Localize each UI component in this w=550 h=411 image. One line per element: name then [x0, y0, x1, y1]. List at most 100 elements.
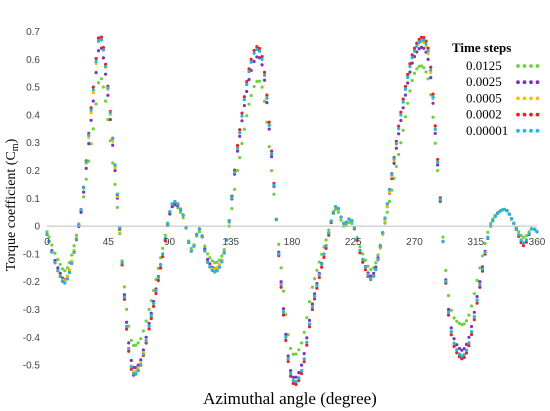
data-point: [392, 161, 396, 166]
data-point: [467, 313, 471, 317]
data-point: [125, 324, 129, 329]
data-point: [203, 249, 207, 253]
data-point: [134, 365, 138, 370]
legend-label: 0.00001: [466, 123, 508, 138]
data-point: [339, 215, 343, 219]
data-point: [457, 352, 462, 356]
data-point: [350, 218, 354, 223]
data-point: [317, 272, 321, 277]
data-point: [291, 381, 295, 386]
data-point: [478, 285, 482, 289]
data-point: [419, 64, 424, 68]
data-point: [217, 258, 222, 262]
data-point: [286, 354, 290, 358]
data-point: [344, 220, 348, 224]
data-point: [297, 376, 301, 380]
data-point: [307, 325, 312, 329]
data-point: [327, 228, 331, 232]
data-point: [47, 240, 51, 244]
data-point: [469, 324, 474, 329]
data-point: [358, 248, 362, 252]
data-point: [255, 55, 259, 59]
data-point: [336, 210, 340, 214]
data-point: [475, 298, 479, 302]
data-point: [240, 119, 244, 123]
data-point: [79, 210, 83, 214]
data-point: [242, 127, 246, 131]
data-point: [452, 344, 456, 348]
data-point: [533, 227, 537, 232]
data-point: [74, 237, 79, 241]
data-point: [436, 160, 440, 164]
data-point: [489, 221, 493, 225]
data-point: [279, 266, 283, 270]
data-point: [197, 230, 202, 234]
data-point: [310, 302, 315, 306]
data-point: [238, 155, 242, 160]
data-point: [401, 97, 405, 101]
data-point: [294, 380, 298, 384]
data-point: [457, 321, 462, 326]
data-point: [374, 267, 378, 272]
data-point: [452, 337, 456, 341]
data-point: [127, 349, 131, 353]
y-tick-label: 0.3: [26, 138, 40, 149]
data-point: [429, 65, 433, 69]
data-point: [467, 335, 471, 339]
data-point: [517, 233, 521, 237]
data-point: [108, 139, 112, 143]
legend-marker: [535, 96, 540, 101]
data-point: [444, 268, 448, 272]
data-point: [363, 258, 368, 262]
data-point: [469, 304, 474, 308]
data-point: [79, 207, 83, 212]
data-point: [233, 187, 237, 192]
data-point: [267, 144, 271, 149]
data-point: [401, 128, 405, 132]
data-point: [192, 244, 196, 248]
data-point: [305, 336, 309, 340]
data-point: [222, 248, 226, 252]
legend-title: Time steps: [452, 40, 511, 55]
data-point: [324, 238, 328, 242]
data-point: [312, 294, 317, 298]
data-point: [312, 292, 317, 296]
data-point: [159, 263, 163, 267]
data-point: [394, 164, 398, 169]
data-point: [99, 35, 104, 39]
data-point: [376, 253, 380, 257]
data-point: [60, 267, 65, 271]
legend-marker: [522, 80, 527, 85]
data-point: [480, 267, 485, 271]
data-point: [91, 91, 95, 95]
data-point: [111, 143, 115, 147]
data-point: [460, 354, 464, 358]
data-point: [284, 338, 288, 343]
data-point: [120, 261, 124, 265]
data-point: [213, 261, 217, 265]
data-point: [252, 84, 256, 89]
data-point: [512, 221, 516, 225]
data-point: [144, 335, 148, 339]
data-point: [99, 38, 104, 42]
data-point: [475, 295, 479, 299]
legend-marker: [529, 128, 533, 133]
data-point: [422, 38, 426, 43]
data-point: [408, 89, 412, 93]
data-point: [235, 168, 240, 173]
y-tick-label: 0.7: [26, 27, 40, 38]
data-point: [235, 143, 240, 148]
data-point: [521, 241, 525, 245]
data-point: [260, 57, 264, 61]
data-point: [376, 257, 380, 261]
data-point: [446, 310, 451, 314]
data-point: [297, 348, 301, 352]
data-point: [208, 265, 212, 269]
data-point: [455, 319, 459, 323]
data-point: [363, 268, 368, 272]
data-point: [125, 320, 129, 324]
data-point: [122, 293, 127, 297]
data-point: [381, 230, 385, 235]
data-point: [462, 322, 466, 326]
data-point: [242, 103, 246, 108]
